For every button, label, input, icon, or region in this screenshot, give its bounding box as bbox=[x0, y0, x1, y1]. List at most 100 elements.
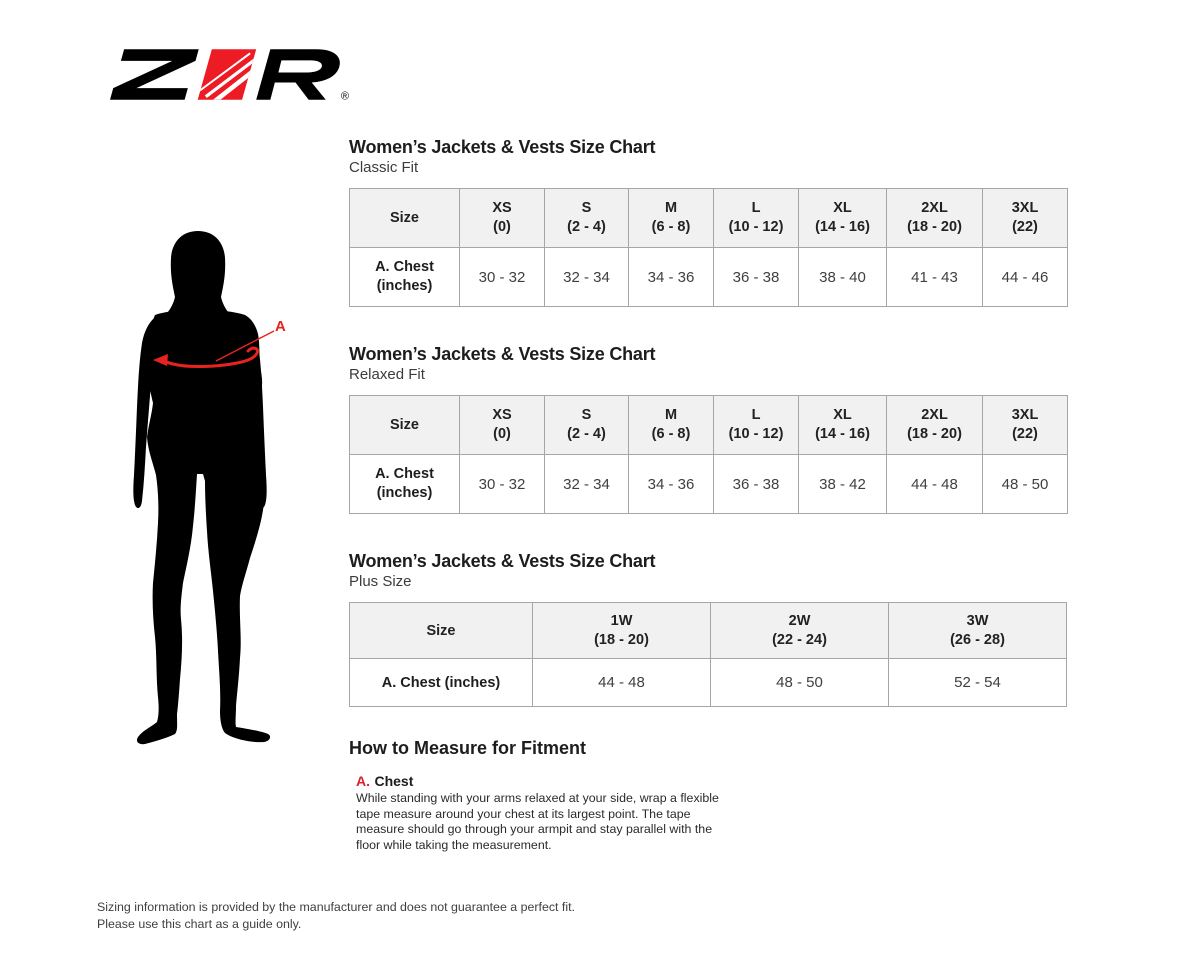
measure-name: Chest bbox=[374, 773, 414, 789]
col-header: 2W (22 - 24) bbox=[710, 602, 889, 659]
col-header: 2XL (18 - 20) bbox=[886, 188, 983, 248]
size-range: (14 - 16) bbox=[815, 426, 870, 442]
size-range: (26 - 28) bbox=[950, 631, 1005, 648]
chest-value: 36 - 38 bbox=[713, 247, 799, 307]
row-label-chest: A. Chest (inches) bbox=[349, 454, 460, 514]
chest-value: 34 - 36 bbox=[628, 247, 714, 307]
size-name: S bbox=[581, 407, 592, 423]
silhouette-arm-left bbox=[133, 318, 156, 509]
table-row: A. Chest (inches) 44 - 48 48 - 50 52 - 5… bbox=[349, 658, 1067, 707]
chest-value: 32 - 34 bbox=[544, 454, 629, 514]
size-range: (10 - 12) bbox=[728, 219, 784, 235]
chest-arrowhead bbox=[153, 354, 168, 366]
table-header-row: Size XS (0) S (2 - 4) M (6 - 8) L (10 - 12) … bbox=[349, 188, 1068, 248]
registered-mark: ® bbox=[341, 91, 349, 102]
size-name: L bbox=[751, 407, 761, 423]
chest-value: 48 - 50 bbox=[982, 454, 1068, 514]
section-title-relaxed: Women’s Jackets & Vests Size Chart bbox=[349, 344, 656, 364]
col-header: S (2 - 4) bbox=[544, 395, 629, 455]
size-name: XS bbox=[492, 407, 512, 423]
row-label-chest: A. Chest (inches) bbox=[349, 658, 533, 707]
section-subtitle-classic: Classic Fit bbox=[349, 159, 419, 176]
chest-value: 38 - 42 bbox=[798, 454, 887, 514]
size-range: (10 - 12) bbox=[728, 426, 784, 442]
col-header: XL (14 - 16) bbox=[798, 395, 887, 455]
woman-silhouette: A bbox=[133, 231, 286, 745]
col-header: XL (14 - 16) bbox=[798, 188, 887, 248]
size-name: M bbox=[664, 407, 678, 423]
col-header: 3XL (22) bbox=[982, 395, 1068, 455]
section-title-plus: Women’s Jackets & Vests Size Chart bbox=[349, 551, 656, 571]
size-range: (22 - 24) bbox=[772, 631, 827, 648]
row-label-line: A. Chest bbox=[375, 466, 434, 482]
size-table-plus-size: Size 1W (18 - 20) 2W (22 - 24) 3W (26 - 28)… bbox=[349, 602, 1067, 707]
chest-value: 30 - 32 bbox=[459, 454, 545, 514]
size-range: (6 - 8) bbox=[651, 426, 691, 442]
size-name: M bbox=[664, 200, 678, 216]
col-header-size: Size bbox=[349, 602, 533, 659]
col-header: 1W (18 - 20) bbox=[532, 602, 711, 659]
size-range: (2 - 4) bbox=[567, 219, 606, 235]
col-header-size: Size bbox=[349, 395, 460, 455]
col-header: L (10 - 12) bbox=[713, 188, 799, 248]
size-range: (6 - 8) bbox=[651, 219, 691, 235]
size-name: XL bbox=[833, 200, 852, 216]
chest-value: 32 - 34 bbox=[544, 247, 629, 307]
chest-leader-line bbox=[215, 330, 275, 362]
size-range: (18 - 20) bbox=[907, 219, 962, 235]
chest-value: 44 - 46 bbox=[982, 247, 1068, 307]
logo-z-shape bbox=[110, 49, 199, 100]
row-label-chest: A. Chest (inches) bbox=[349, 247, 460, 307]
chest-label-a: A bbox=[275, 318, 286, 335]
chest-measure-arrow bbox=[162, 346, 259, 369]
size-range: (22) bbox=[1012, 219, 1038, 235]
size-name: XS bbox=[492, 200, 512, 216]
size-name: 1W bbox=[610, 612, 633, 629]
row-label-line: A. Chest bbox=[375, 259, 434, 275]
col-header: 3W (26 - 28) bbox=[888, 602, 1067, 659]
table-row: A. Chest (inches) 30 - 32 32 - 34 34 - 36… bbox=[349, 454, 1068, 514]
col-header: XS (0) bbox=[459, 395, 545, 455]
measure-title: How to Measure for Fitment bbox=[349, 738, 587, 758]
col-header: M (6 - 8) bbox=[628, 188, 714, 248]
logo-r-shape bbox=[256, 49, 340, 100]
col-header: 3XL (22) bbox=[982, 188, 1068, 248]
measure-key: A. bbox=[356, 773, 370, 789]
section-subtitle-plus: Plus Size bbox=[349, 573, 412, 590]
chest-value: 44 - 48 bbox=[532, 658, 711, 707]
size-name: 3W bbox=[966, 612, 989, 629]
col-header: 2XL (18 - 20) bbox=[886, 395, 983, 455]
chest-value: 41 - 43 bbox=[886, 247, 983, 307]
size-table-classic-fit: Size XS (0) S (2 - 4) M (6 - 8) L (10 - 12) … bbox=[349, 188, 1068, 307]
col-header: M (6 - 8) bbox=[628, 395, 714, 455]
size-name: 2XL bbox=[921, 407, 948, 423]
silhouette-body bbox=[136, 309, 271, 745]
size-range: (22) bbox=[1012, 426, 1038, 442]
col-header: XS (0) bbox=[459, 188, 545, 248]
size-range: (18 - 20) bbox=[907, 426, 962, 442]
size-range: (18 - 20) bbox=[594, 631, 649, 648]
measure-item-chest: A. Chest bbox=[356, 773, 413, 791]
size-name: 3XL bbox=[1011, 407, 1039, 423]
size-range: (2 - 4) bbox=[567, 426, 606, 442]
section-title-classic: Women’s Jackets & Vests Size Chart bbox=[349, 137, 656, 157]
chest-value: 38 - 40 bbox=[798, 247, 887, 307]
chest-value: 30 - 32 bbox=[459, 247, 545, 307]
silhouette-hair bbox=[158, 231, 238, 328]
logo-one-shape bbox=[197, 49, 257, 100]
col-header: L (10 - 12) bbox=[713, 395, 799, 455]
size-name: 2W bbox=[788, 612, 811, 629]
table-header-row: Size 1W (18 - 20) 2W (22 - 24) 3W (26 - 28) bbox=[349, 602, 1067, 659]
footer-line-2: Please use this chart as a guide only. bbox=[97, 916, 302, 931]
z1r-logo: ® bbox=[110, 49, 349, 102]
chest-value: 34 - 36 bbox=[628, 454, 714, 514]
size-name: S bbox=[581, 200, 592, 216]
size-name: XL bbox=[833, 407, 852, 423]
row-label-line: (inches) bbox=[376, 278, 433, 294]
size-name: 2XL bbox=[921, 200, 948, 216]
measure-description: While standing with your arms relaxed at… bbox=[356, 791, 719, 852]
chest-value: 52 - 54 bbox=[888, 658, 1067, 707]
chest-value: 48 - 50 bbox=[710, 658, 889, 707]
footer-line-1: Sizing information is provided by the ma… bbox=[97, 900, 576, 914]
